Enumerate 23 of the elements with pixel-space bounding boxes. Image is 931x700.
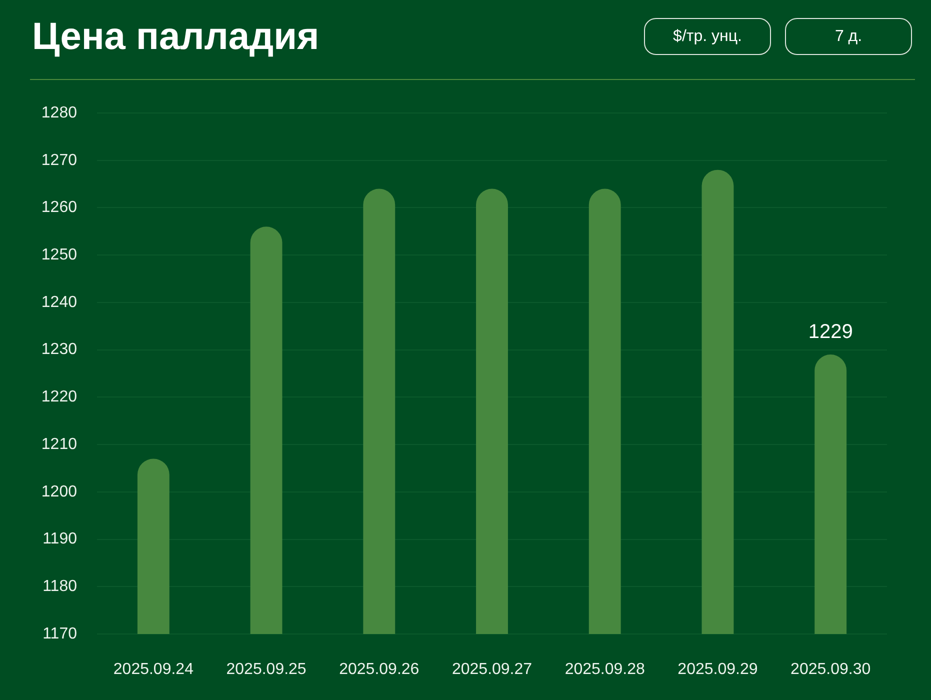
y-tick-label: 1180	[42, 578, 78, 596]
x-tick-label: 2025.09.29	[678, 661, 758, 678]
x-tick-label: 2025.09.27	[452, 661, 532, 678]
x-tick-label: 2025.09.30	[790, 661, 871, 678]
y-tick-label: 1170	[42, 625, 78, 642]
chart-title: Цена палладия	[32, 15, 320, 60]
x-tick-label: 2025.09.25	[226, 661, 306, 678]
pill-button: 7 д.	[785, 18, 912, 55]
y-tick-label: 1190	[42, 530, 78, 548]
y-tick-label: 1250	[41, 246, 78, 264]
data-label: 1229	[808, 321, 853, 344]
x-tick-label: 2025.09.28	[564, 661, 645, 678]
y-tick-label: 1270	[41, 152, 78, 169]
pill-button: $/тр. унц.	[644, 18, 771, 55]
y-tick-label: 1280	[41, 104, 78, 122]
x-tick-label: 2025.09.26	[339, 661, 420, 678]
y-tick-label: 1210	[41, 436, 78, 453]
y-tick-label: 1200	[41, 483, 78, 500]
y-tick-label: 1220	[41, 388, 78, 406]
y-tick-label: 1240	[41, 294, 78, 311]
y-tick-label: 1260	[41, 199, 78, 216]
y-tick-label: 1230	[41, 341, 78, 358]
x-tick-label: 2025.09.24	[113, 661, 194, 678]
